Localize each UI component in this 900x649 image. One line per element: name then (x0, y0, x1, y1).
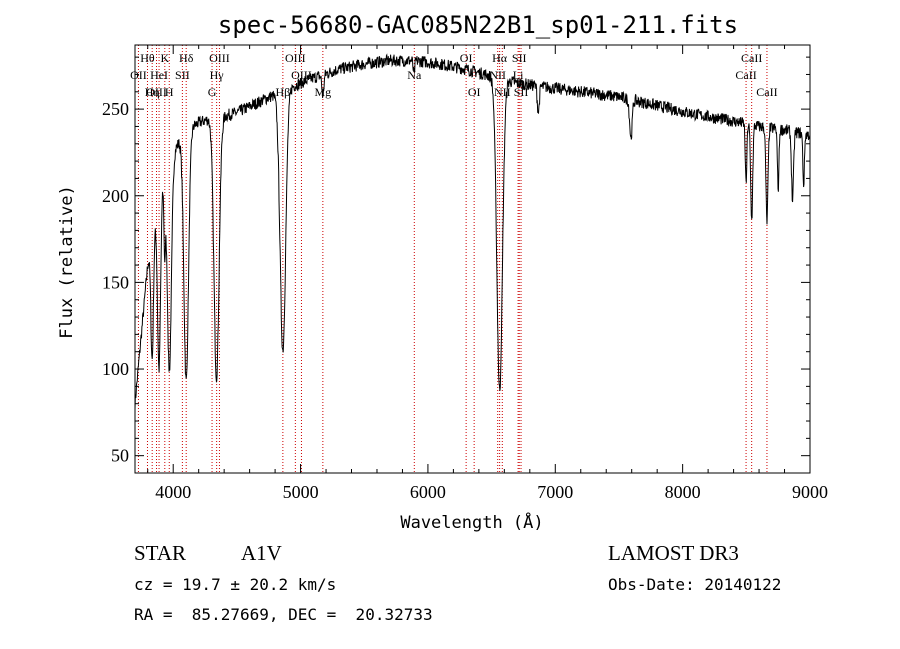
x-tick-label: 5000 (283, 482, 319, 502)
object-class: STAR (134, 541, 186, 565)
y-axis-label: Flux (relative) (57, 185, 77, 339)
line-label-11: G (208, 85, 217, 99)
line-label-25: CaII (741, 51, 762, 65)
y-tick-label: 50 (111, 446, 129, 466)
line-label-14: Hβ (275, 85, 290, 99)
line-label-0: Hθ (140, 51, 155, 65)
line-label-24: SII (514, 85, 529, 99)
line-label-17: OI (460, 51, 473, 65)
line-label-9: OIII (209, 51, 230, 65)
plot-frame (134, 44, 811, 474)
x-tick-label: 8000 (665, 482, 701, 502)
spectrum-line (134, 53, 811, 410)
line-label-18: OI (468, 85, 481, 99)
ra-dec: RA = 85.27669, DEC = 20.32733 (134, 605, 433, 624)
line-label-22: Li (513, 68, 524, 82)
x-axis-label: Wavelength (Å) (400, 511, 543, 533)
y-tick-label: 200 (102, 186, 129, 206)
line-label-23: NII (494, 85, 511, 99)
line-label-3: OII (130, 68, 147, 82)
line-label-13: OIII (291, 68, 312, 82)
line-label-19: Hα (492, 51, 508, 65)
line-label-26: CaII (735, 68, 756, 82)
line-label-1: K (160, 51, 169, 65)
line-label-12: OIII (285, 51, 306, 65)
line-label-5: SII (175, 68, 190, 82)
survey-name: LAMOST DR3 (608, 541, 739, 565)
x-tick-label: 7000 (537, 482, 573, 502)
redshift-cz: cz = 19.7 ± 20.2 km/s (134, 575, 337, 594)
obs-date: Obs-Date: 20140122 (608, 575, 782, 594)
y-tick-label: 100 (102, 359, 129, 379)
x-tick-label: 6000 (410, 482, 446, 502)
line-label-10: Hγ (210, 68, 225, 82)
line-label-2: Hδ (179, 51, 194, 65)
line-label-7: Hη (145, 85, 160, 99)
x-tick-label: 9000 (792, 482, 828, 502)
x-tick-label: 4000 (155, 482, 191, 502)
y-tick-label: 250 (102, 99, 129, 119)
line-label-4: HeI (150, 68, 168, 82)
line-label-8: H (165, 85, 174, 99)
line-label-16: Na (407, 68, 422, 82)
line-label-27: CaII (756, 85, 777, 99)
object-subclass: A1V (241, 541, 282, 565)
line-label-6: OIII (146, 85, 167, 99)
line-label-21: NII (489, 68, 506, 82)
axis-ticks: 4000 5000 6000 7000 8000 9000 50 100 150 200 250 (102, 45, 828, 502)
chart-title: spec-56680-GAC085N22B1_sp01-211.fits (218, 11, 738, 39)
line-label-20: SII (512, 51, 527, 65)
y-tick-label: 150 (102, 272, 129, 292)
